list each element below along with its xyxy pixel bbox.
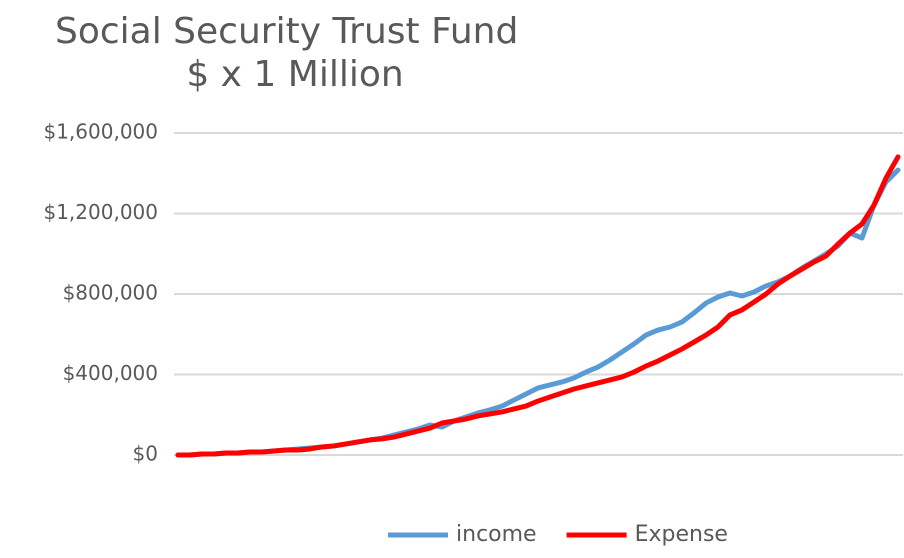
chart-subtitle: $ x 1 Million bbox=[186, 54, 403, 95]
y-tick-label: $1,200,000 bbox=[43, 200, 158, 224]
y-tick-label: $400,000 bbox=[63, 361, 158, 385]
legend-label: Expense bbox=[635, 522, 728, 547]
y-tick-label: $0 bbox=[133, 442, 158, 466]
y-tick-label: $800,000 bbox=[63, 281, 158, 305]
y-tick-label: $1,600,000 bbox=[43, 120, 158, 144]
chart-title: Social Security Trust Fund bbox=[55, 11, 518, 52]
legend-label: income bbox=[456, 522, 537, 547]
line-series bbox=[175, 154, 901, 458]
